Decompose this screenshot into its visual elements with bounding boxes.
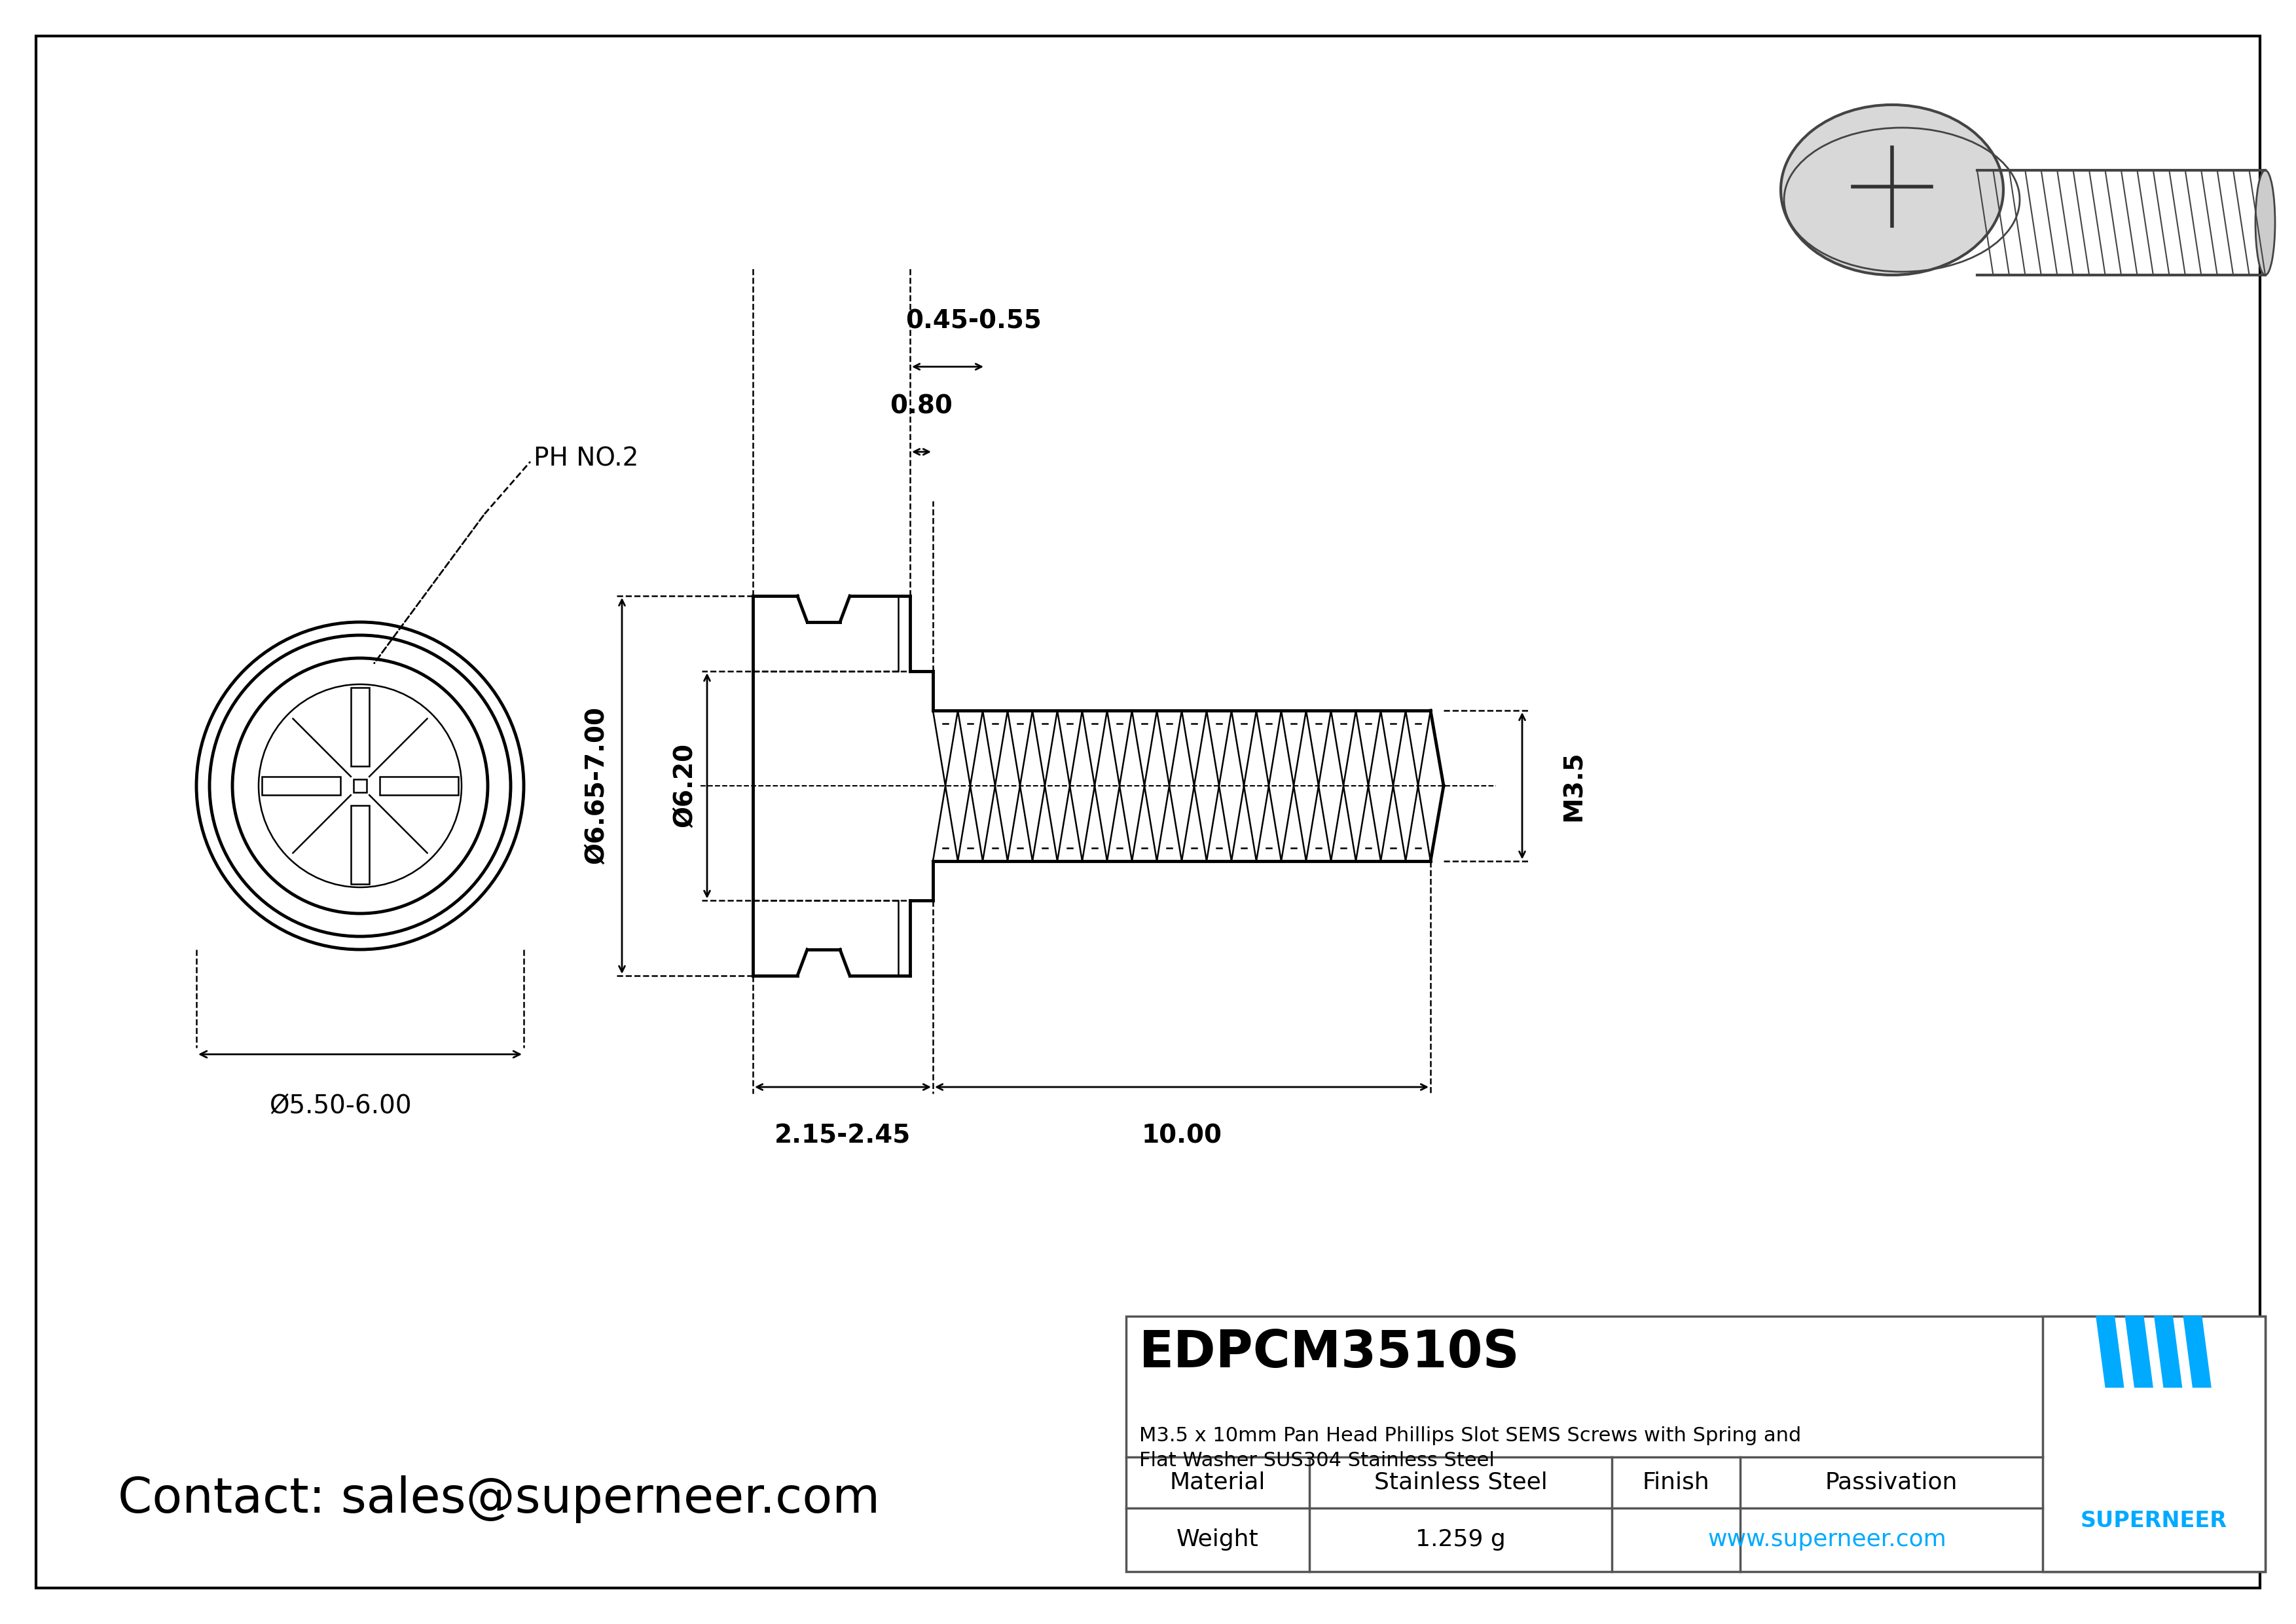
Text: Material: Material xyxy=(1169,1471,1265,1494)
Text: PH NO.2: PH NO.2 xyxy=(533,447,638,471)
Text: 10.00: 10.00 xyxy=(1141,1124,1221,1148)
Polygon shape xyxy=(2183,1315,2211,1389)
Polygon shape xyxy=(2154,1315,2181,1389)
Bar xyxy=(1125,1315,2266,1572)
Text: 1.259 g: 1.259 g xyxy=(1417,1528,1506,1551)
Text: Finish: Finish xyxy=(1642,1471,1711,1494)
Bar xyxy=(2043,1315,2266,1572)
Text: Ø6.20: Ø6.20 xyxy=(673,744,698,828)
Text: SUPERNEER: SUPERNEER xyxy=(2080,1510,2227,1531)
Text: Ø5.50-6.00: Ø5.50-6.00 xyxy=(269,1093,411,1119)
Text: 0.80: 0.80 xyxy=(891,395,953,419)
Polygon shape xyxy=(2124,1315,2154,1389)
Text: Ø6.65-7.00: Ø6.65-7.00 xyxy=(583,706,608,864)
Text: Contact: sales@superneer.com: Contact: sales@superneer.com xyxy=(117,1476,879,1523)
Text: Weight: Weight xyxy=(1176,1528,1258,1551)
Ellipse shape xyxy=(1782,106,2004,274)
Polygon shape xyxy=(2096,1315,2124,1389)
Bar xyxy=(354,780,367,793)
Text: M3.5: M3.5 xyxy=(1561,750,1587,822)
Text: EDPCM3510S: EDPCM3510S xyxy=(1139,1328,1520,1377)
Text: Stainless Steel: Stainless Steel xyxy=(1373,1471,1548,1494)
Text: M3.5 x 10mm Pan Head Phillips Slot SEMS Screws with Spring and
Flat Washer SUS30: M3.5 x 10mm Pan Head Phillips Slot SEMS … xyxy=(1139,1426,1802,1470)
Text: Passivation: Passivation xyxy=(1825,1471,1958,1494)
Ellipse shape xyxy=(2255,171,2275,274)
Text: www.superneer.com: www.superneer.com xyxy=(1708,1528,1947,1551)
Text: 0.45-0.55: 0.45-0.55 xyxy=(907,309,1042,335)
Text: 2.15-2.45: 2.15-2.45 xyxy=(774,1124,912,1148)
